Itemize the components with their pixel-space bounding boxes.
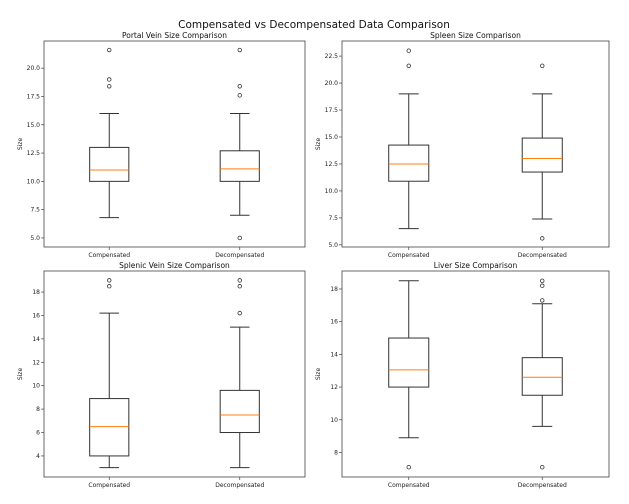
outlier-point <box>540 298 545 303</box>
y-axis-label: Size <box>17 368 24 381</box>
outlier-point <box>540 63 545 69</box>
x-tick-label: Decompensated <box>518 252 567 259</box>
y-tick-label: 14 <box>32 336 40 343</box>
outlier-point <box>237 310 242 316</box>
outlier-point <box>107 47 112 53</box>
x-tick-label: Compensated <box>88 252 130 259</box>
y-tick-label: 16 <box>330 319 338 326</box>
outlier-point <box>237 278 242 283</box>
outlier-point <box>237 235 242 241</box>
x-tick-label: Compensated <box>388 252 430 259</box>
outlier-point <box>237 47 242 53</box>
y-tick-label: 12 <box>32 359 40 366</box>
outlier-point <box>107 284 112 289</box>
x-tick-label: Compensated <box>388 482 430 489</box>
y-tick-label: 20.0 <box>325 80 339 87</box>
iqr-box <box>219 389 260 434</box>
outlier-point <box>107 278 112 283</box>
outlier-point <box>237 284 242 289</box>
y-tick-label: 8 <box>36 406 40 413</box>
y-tick-label: 17.5 <box>325 107 339 114</box>
y-tick-label: 22.5 <box>325 53 339 60</box>
y-tick-label: 17.5 <box>27 93 41 100</box>
axes-frame <box>341 40 610 248</box>
x-tick-label: Compensated <box>88 482 130 489</box>
y-tick-label: 12.5 <box>27 150 41 157</box>
y-tick-label: 12 <box>330 384 338 391</box>
y-axis-label: Size <box>315 138 322 151</box>
figure-title: Compensated vs Decompensated Data Compar… <box>178 19 450 31</box>
x-tick-label: Decompensated <box>215 482 264 489</box>
iqr-box <box>388 337 430 388</box>
y-tick-label: 10.0 <box>325 188 339 195</box>
iqr-box <box>219 150 260 182</box>
subplot-title: Spleen Size Comparison <box>430 31 521 40</box>
subplot-title: Portal Vein Size Comparison <box>122 31 227 40</box>
y-tick-label: 10 <box>32 383 40 390</box>
outlier-point <box>540 236 545 241</box>
y-tick-label: 5.0 <box>328 242 338 249</box>
y-axis-label: Size <box>315 368 322 381</box>
outlier-point <box>540 283 545 288</box>
axes-frame <box>43 270 306 478</box>
outlier-point <box>107 77 112 82</box>
iqr-box <box>89 398 130 457</box>
y-tick-label: 16 <box>32 312 40 319</box>
y-tick-label: 14 <box>330 351 338 358</box>
outlier-point <box>237 84 242 89</box>
y-tick-label: 15.0 <box>325 134 339 141</box>
axes-frame <box>43 40 306 248</box>
iqr-box <box>388 144 430 182</box>
x-tick-label: Decompensated <box>215 252 264 259</box>
outlier-point <box>540 464 545 470</box>
outlier-point <box>406 48 411 53</box>
outlier-point <box>406 464 411 470</box>
y-tick-label: 8 <box>334 449 338 456</box>
y-tick-label: 7.5 <box>328 215 338 222</box>
iqr-box <box>521 357 563 396</box>
y-tick-label: 15.0 <box>27 122 41 129</box>
iqr-box <box>521 137 563 173</box>
y-tick-label: 10.0 <box>27 178 41 185</box>
y-tick-label: 4 <box>36 453 40 460</box>
y-tick-label: 20.0 <box>27 65 41 72</box>
y-tick-label: 12.5 <box>325 161 339 168</box>
y-tick-label: 18 <box>330 286 338 293</box>
x-tick-label: Decompensated <box>518 482 567 489</box>
axes-frame <box>341 270 610 478</box>
y-axis-label: Size <box>17 138 24 151</box>
subplot-title: Liver Size Comparison <box>434 261 518 270</box>
outlier-point <box>237 93 242 98</box>
y-tick-label: 6 <box>36 430 40 437</box>
subplot-title: Splenic Vein Size Comparison <box>119 261 230 270</box>
iqr-box <box>89 146 130 182</box>
y-tick-label: 10 <box>330 417 338 424</box>
y-tick-label: 5.0 <box>30 235 40 242</box>
outlier-point <box>406 63 411 69</box>
outlier-point <box>540 278 545 284</box>
y-tick-label: 7.5 <box>30 207 40 214</box>
y-tick-label: 18 <box>32 289 40 296</box>
outlier-point <box>107 84 112 89</box>
